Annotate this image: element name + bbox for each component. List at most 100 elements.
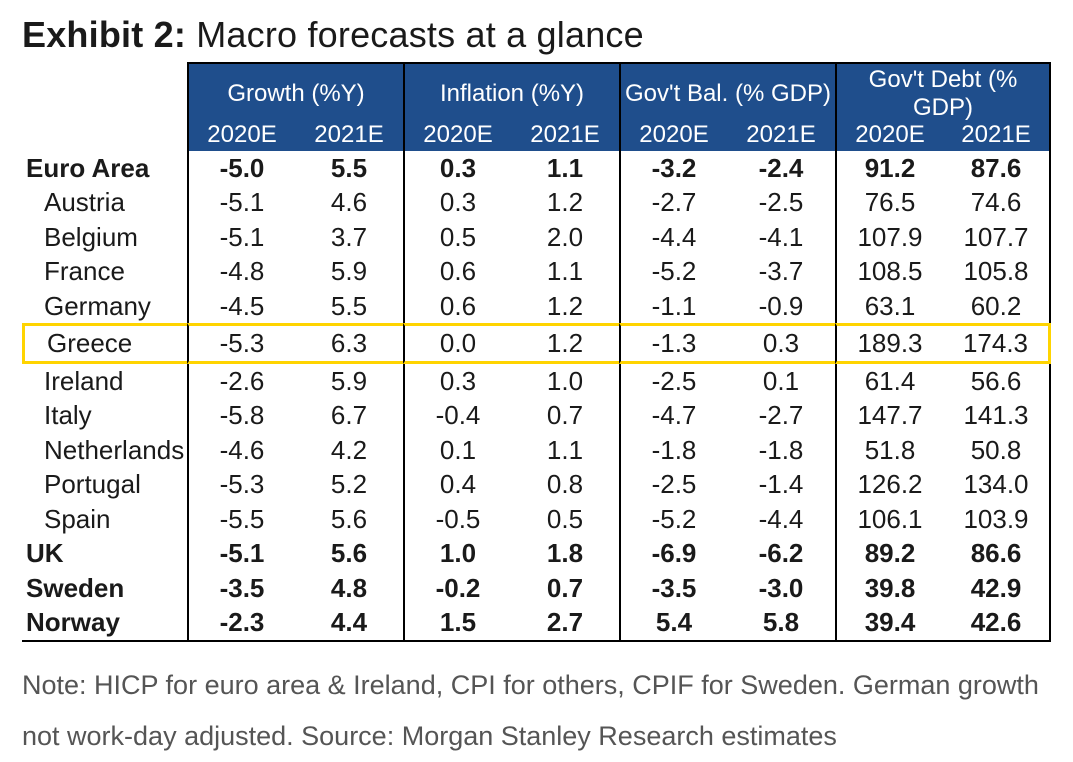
cell: 0.3 xyxy=(403,364,511,399)
cell: 56.6 xyxy=(943,364,1051,399)
cell: 4.2 xyxy=(295,433,403,468)
cell: 0.8 xyxy=(511,467,619,502)
cell: 0.7 xyxy=(511,571,619,606)
cell: 42.9 xyxy=(943,571,1051,606)
cell: -1.8 xyxy=(727,433,835,468)
header-year: 2020E xyxy=(403,121,511,151)
cell: 5.8 xyxy=(727,605,835,642)
cell: 1.2 xyxy=(511,289,619,324)
row-label: Sweden xyxy=(22,571,187,606)
exhibit-title: Exhibit 2: Macro forecasts at a glance xyxy=(22,14,1051,56)
cell: 0.5 xyxy=(403,220,511,255)
cell: 5.9 xyxy=(295,254,403,289)
cell: -2.7 xyxy=(727,398,835,433)
row-label: Spain xyxy=(22,502,187,537)
cell: -0.9 xyxy=(727,289,835,324)
cell: -2.6 xyxy=(187,364,295,399)
cell: -5.2 xyxy=(619,254,727,289)
row-label: Austria xyxy=(22,185,187,220)
cell: 134.0 xyxy=(943,467,1051,502)
header-year-row: 2020E 2021E 2020E 2021E 2020E 2021E 2020… xyxy=(22,121,1051,151)
cell: 61.4 xyxy=(835,364,943,399)
cell: -4.7 xyxy=(619,398,727,433)
cell: -4.4 xyxy=(619,220,727,255)
table-row: Sweden-3.54.8-0.20.7-3.5-3.039.842.9 xyxy=(22,571,1051,606)
table-row: Ireland-2.65.90.31.0-2.50.161.456.6 xyxy=(22,364,1051,399)
row-label: Greece xyxy=(22,323,187,364)
cell: 0.1 xyxy=(727,364,835,399)
cell: 39.8 xyxy=(835,571,943,606)
header-group-row: Growth (%Y) Inflation (%Y) Gov't Bal. (%… xyxy=(22,62,1051,121)
cell: 5.6 xyxy=(295,536,403,571)
cell: 76.5 xyxy=(835,185,943,220)
forecast-table: Growth (%Y) Inflation (%Y) Gov't Bal. (%… xyxy=(22,62,1051,642)
cell: -1.8 xyxy=(619,433,727,468)
row-label: Germany xyxy=(22,289,187,324)
table-row: France-4.85.90.61.1-5.2-3.7108.5105.8 xyxy=(22,254,1051,289)
cell: -4.4 xyxy=(727,502,835,537)
cell: 126.2 xyxy=(835,467,943,502)
cell: -5.3 xyxy=(187,467,295,502)
cell: 0.6 xyxy=(403,254,511,289)
table-row: Portugal-5.35.20.40.8-2.5-1.4126.2134.0 xyxy=(22,467,1051,502)
forecast-tbody: Euro Area-5.05.50.31.1-3.2-2.491.287.6Au… xyxy=(22,151,1051,642)
cell: 5.4 xyxy=(619,605,727,642)
cell: 91.2 xyxy=(835,151,943,186)
cell: 1.1 xyxy=(511,254,619,289)
cell: -3.0 xyxy=(727,571,835,606)
header-year: 2021E xyxy=(727,121,835,151)
cell: -4.1 xyxy=(727,220,835,255)
cell: 106.1 xyxy=(835,502,943,537)
cell: 0.7 xyxy=(511,398,619,433)
cell: -1.1 xyxy=(619,289,727,324)
cell: 2.0 xyxy=(511,220,619,255)
cell: -4.6 xyxy=(187,433,295,468)
cell: 0.3 xyxy=(403,185,511,220)
cell: 189.3 xyxy=(835,323,943,364)
cell: 1.5 xyxy=(403,605,511,642)
cell: 1.1 xyxy=(511,151,619,186)
cell: -0.2 xyxy=(403,571,511,606)
cell: -2.4 xyxy=(727,151,835,186)
row-label: Portugal xyxy=(22,467,187,502)
exhibit-title-rest: Macro forecasts at a glance xyxy=(186,14,644,55)
header-group: Gov't Debt (% GDP) xyxy=(835,62,1051,121)
cell: 4.8 xyxy=(295,571,403,606)
header-year: 2021E xyxy=(943,121,1051,151)
row-label: Euro Area xyxy=(22,151,187,186)
table-row: Austria-5.14.60.31.2-2.7-2.576.574.6 xyxy=(22,185,1051,220)
cell: 174.3 xyxy=(943,323,1051,364)
table-row: Belgium-5.13.70.52.0-4.4-4.1107.9107.7 xyxy=(22,220,1051,255)
cell: -2.3 xyxy=(187,605,295,642)
table-row: Germany-4.55.50.61.2-1.1-0.963.160.2 xyxy=(22,289,1051,324)
header-group: Growth (%Y) xyxy=(187,62,403,121)
cell: -5.2 xyxy=(619,502,727,537)
cell: 5.5 xyxy=(295,289,403,324)
cell: 141.3 xyxy=(943,398,1051,433)
cell: 2.7 xyxy=(511,605,619,642)
header-blank xyxy=(22,121,187,151)
cell: 50.8 xyxy=(943,433,1051,468)
cell: 0.5 xyxy=(511,502,619,537)
row-label: Netherlands xyxy=(22,433,187,468)
cell: 1.0 xyxy=(403,536,511,571)
cell: -4.5 xyxy=(187,289,295,324)
cell: -2.5 xyxy=(619,467,727,502)
cell: -5.8 xyxy=(187,398,295,433)
header-year: 2020E xyxy=(187,121,295,151)
row-label: Norway xyxy=(22,605,187,642)
cell: 3.7 xyxy=(295,220,403,255)
cell: -0.4 xyxy=(403,398,511,433)
cell: 0.3 xyxy=(727,323,835,364)
cell: -5.1 xyxy=(187,220,295,255)
cell: -2.5 xyxy=(727,185,835,220)
cell: -3.2 xyxy=(619,151,727,186)
header-year: 2021E xyxy=(511,121,619,151)
table-footnote: Note: HICP for euro area & Ireland, CPI … xyxy=(22,660,1051,762)
cell: -5.3 xyxy=(187,323,295,364)
cell: 5.2 xyxy=(295,467,403,502)
cell: -2.5 xyxy=(619,364,727,399)
header-year: 2020E xyxy=(835,121,943,151)
cell: 5.5 xyxy=(295,151,403,186)
cell: 39.4 xyxy=(835,605,943,642)
